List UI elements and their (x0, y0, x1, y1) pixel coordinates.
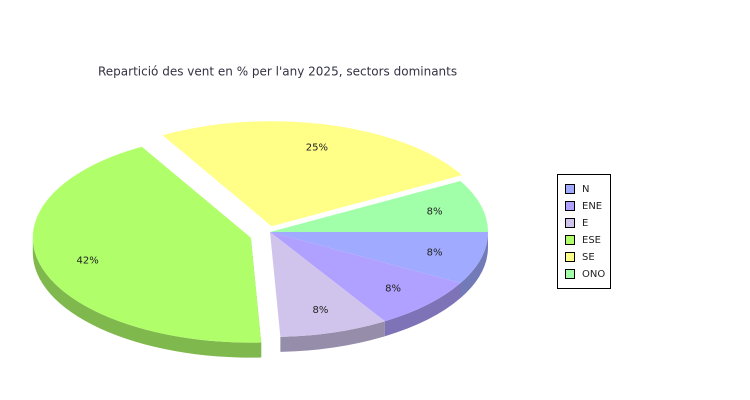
legend-label: ESE (582, 235, 601, 246)
slice-side (384, 283, 461, 337)
data-label: 8% (313, 305, 329, 316)
data-label: 42% (77, 256, 99, 267)
legend-label: E (582, 218, 588, 229)
legend: N ENE E ESE SE ONO (557, 174, 611, 289)
slice (270, 180, 488, 232)
slice-side (32, 237, 262, 358)
slice (270, 232, 461, 322)
slice (32, 146, 262, 343)
slice (270, 232, 385, 337)
slice-side (280, 321, 385, 352)
legend-label: ONO (582, 269, 605, 280)
data-label: 8% (427, 206, 443, 217)
slice-side (460, 232, 488, 299)
legend-label: N (582, 184, 589, 195)
chart-title: Repartició des vent en % per l'any 2025,… (98, 65, 457, 79)
legend-swatch (565, 269, 575, 279)
legend-swatch (565, 235, 575, 245)
legend-swatch (565, 184, 575, 194)
pie: 8% 8% 8% 42% 25% 8% (32, 121, 488, 358)
data-label: 8% (427, 248, 443, 259)
legend-swatch (565, 218, 575, 228)
slice (270, 232, 488, 284)
legend-swatch (565, 201, 575, 211)
data-label: 8% (385, 284, 401, 295)
legend-swatch (565, 252, 575, 262)
legend-label: ENE (582, 201, 602, 212)
data-label: 25% (306, 142, 328, 153)
legend-label: SE (582, 252, 595, 263)
slice (162, 121, 463, 227)
